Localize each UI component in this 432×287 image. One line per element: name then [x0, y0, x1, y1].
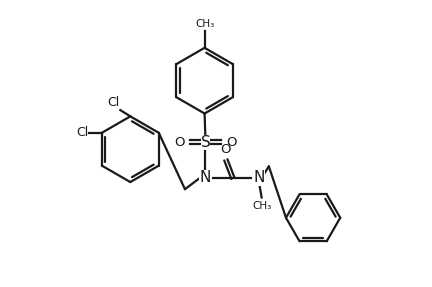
Text: O: O: [221, 143, 231, 156]
Text: Cl: Cl: [107, 96, 120, 109]
Text: Cl: Cl: [76, 126, 88, 139]
Text: CH₃: CH₃: [252, 201, 271, 211]
Text: N: N: [253, 170, 264, 185]
Text: N: N: [200, 170, 211, 185]
Text: S: S: [200, 135, 210, 150]
Text: O: O: [226, 135, 236, 149]
Text: CH₃: CH₃: [195, 19, 214, 29]
Text: O: O: [175, 135, 185, 149]
